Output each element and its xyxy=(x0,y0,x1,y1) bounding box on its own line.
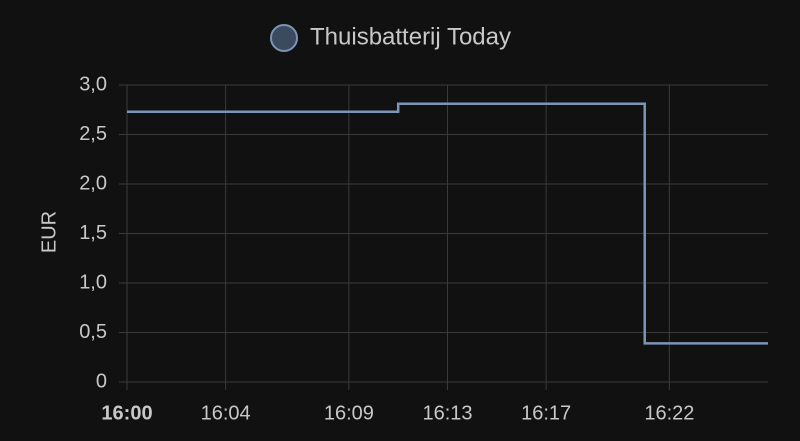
x-tick-label: 16:17 xyxy=(521,402,571,424)
legend-label[interactable]: Thuisbatterij Today xyxy=(310,23,511,50)
x-tick-label: 16:09 xyxy=(324,402,374,424)
data-line xyxy=(127,102,768,345)
x-tick-label: 16:04 xyxy=(201,402,251,424)
y-tick-label: 2,5 xyxy=(79,123,107,145)
legend-marker[interactable] xyxy=(270,24,298,52)
y-tick-label: 3,0 xyxy=(79,73,107,95)
y-axis-label: EUR xyxy=(38,211,60,253)
x-tick-label: 16:22 xyxy=(644,402,694,424)
y-tick-label: 0 xyxy=(96,370,107,392)
x-tick-label: 16:13 xyxy=(422,402,472,424)
x-tick-label: 16:00 xyxy=(101,402,152,424)
y-tick-label: 1,0 xyxy=(79,271,107,293)
y-tick-label: 0,5 xyxy=(79,321,107,343)
y-tick-label: 2,0 xyxy=(79,172,107,194)
y-tick-label: 1,5 xyxy=(79,222,107,244)
